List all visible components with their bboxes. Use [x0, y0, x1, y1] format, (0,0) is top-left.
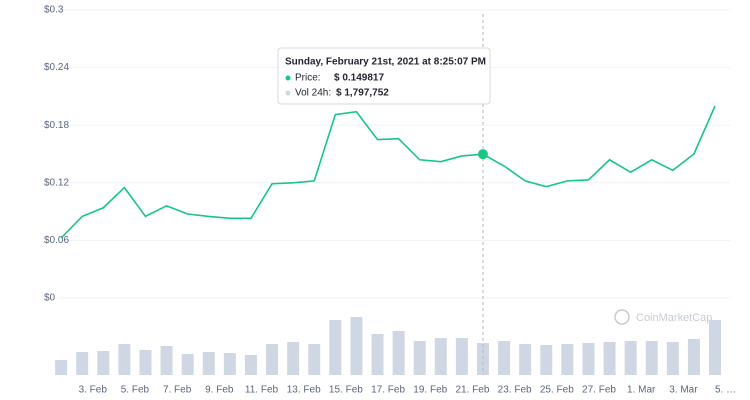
- volume-bar: [160, 346, 173, 375]
- x-tick-label: 15. Feb: [329, 385, 363, 396]
- y-tick-label: $0.06: [44, 235, 69, 246]
- volume-bar: [434, 338, 447, 375]
- volume-bar: [413, 341, 426, 375]
- volume-bar: [202, 352, 215, 375]
- y-tick-label: $0: [44, 293, 56, 304]
- volume-bar: [455, 338, 468, 375]
- x-tick-label: 5. …: [715, 385, 736, 396]
- volume-bar: [645, 341, 658, 375]
- x-tick-label: 27. Feb: [582, 385, 616, 396]
- tooltip-volume-dot: [285, 90, 291, 96]
- x-tick-label: 25. Feb: [540, 385, 574, 396]
- x-tick-label: 17. Feb: [371, 385, 405, 396]
- volume-bar: [350, 317, 363, 375]
- volume-bar: [603, 342, 616, 375]
- tooltip-title: Sunday, February 21st, 2021 at 8:25:07 P…: [285, 57, 486, 68]
- volume-bar: [181, 354, 194, 375]
- x-tick-label: 3. Feb: [79, 385, 108, 396]
- volume-bar: [287, 342, 300, 375]
- volume-bar: [687, 339, 700, 375]
- x-tick-label: 13. Feb: [287, 385, 321, 396]
- x-tick-label: 9. Feb: [205, 385, 234, 396]
- volume-bar: [519, 344, 532, 375]
- volume-bar: [371, 334, 384, 375]
- x-tick-label: 11. Feb: [245, 385, 279, 396]
- volume-bar: [709, 320, 722, 375]
- tooltip-box: [277, 47, 491, 105]
- volume-bar: [666, 342, 679, 375]
- tooltip-price-dot: [285, 75, 291, 81]
- hover-point: [477, 149, 488, 160]
- volume-bar: [308, 344, 321, 375]
- volume-bar: [139, 350, 152, 375]
- volume-bar: [498, 341, 511, 375]
- volume-bar: [561, 344, 574, 375]
- x-tick-label: 3. Mar: [669, 385, 698, 396]
- price-line: [60, 105, 716, 239]
- x-tick-label: 21. Feb: [455, 385, 489, 396]
- volume-bar: [76, 352, 89, 375]
- y-tick-label: $0.18: [44, 120, 69, 131]
- tooltip-price-value: $ 0.149817: [334, 73, 384, 84]
- x-tick-label: 5. Feb: [121, 385, 150, 396]
- y-tick-label: $0.12: [44, 177, 69, 188]
- volume-bar: [329, 320, 342, 375]
- tooltip-volume-label: Vol 24h:: [295, 88, 331, 99]
- watermark: CoinMarketCap: [636, 312, 712, 324]
- x-tick-label: 1. Mar: [627, 385, 656, 396]
- volume-bar: [476, 343, 489, 375]
- volume-bar: [582, 343, 595, 375]
- y-tick-label: $0.3: [44, 5, 64, 16]
- tooltip-price-label: Price:: [295, 73, 321, 84]
- volume-bar: [55, 360, 68, 375]
- volume-bar: [624, 341, 637, 375]
- tooltip-volume-value: $ 1,797,752: [336, 88, 389, 99]
- tooltip: Sunday, February 21st, 2021 at 8:25:07 P…: [277, 47, 491, 105]
- x-tick-label: 7. Feb: [163, 385, 192, 396]
- volume-bar: [540, 345, 553, 375]
- x-tick-label: 19. Feb: [413, 385, 447, 396]
- volume-bar: [118, 344, 131, 375]
- volume-bar: [97, 351, 110, 375]
- volume-bar: [244, 355, 257, 375]
- watermark-logo: [614, 309, 630, 325]
- volume-bar: [266, 344, 279, 375]
- volume-bar: [392, 331, 405, 375]
- y-tick-label: $0.24: [44, 62, 69, 73]
- x-tick-label: 23. Feb: [498, 385, 532, 396]
- volume-bar: [223, 353, 236, 375]
